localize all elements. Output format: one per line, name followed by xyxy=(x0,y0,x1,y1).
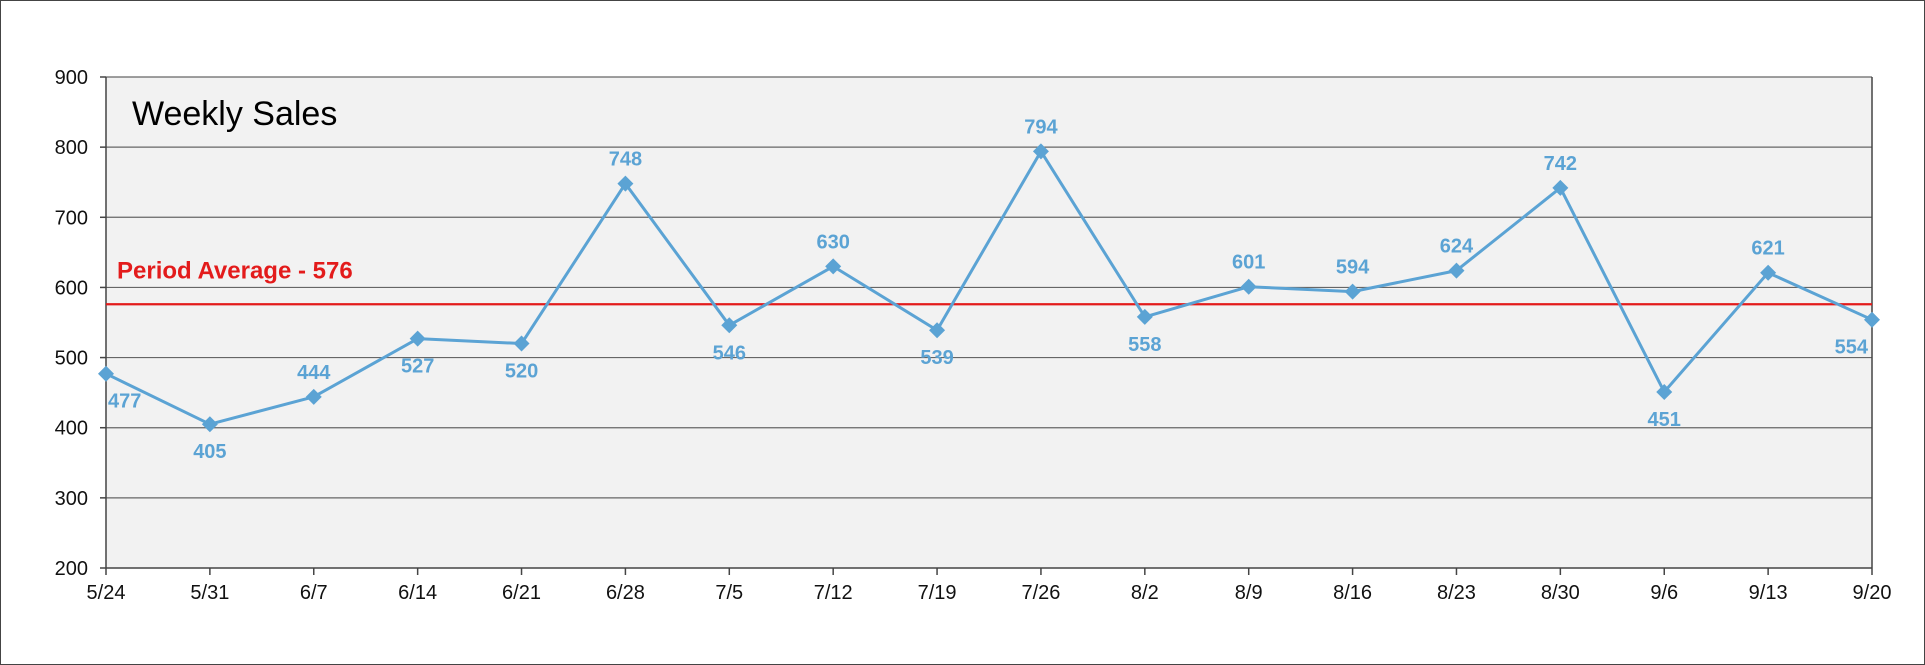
data-point-marker xyxy=(513,335,530,352)
data-label: 794 xyxy=(1024,116,1058,138)
data-point-marker xyxy=(1344,283,1361,300)
y-tick-label: 700 xyxy=(55,207,88,229)
data-label: 748 xyxy=(609,149,642,171)
data-label: 554 xyxy=(1835,337,1869,359)
data-point-marker xyxy=(1448,262,1465,279)
data-point-marker xyxy=(1864,311,1880,328)
data-labels: 477 405 444 527 520 748 546 630 539 794 558 601 594 6… xyxy=(108,116,1869,463)
y-axis-ticks: 200 300 400 500 600 700 800 900 xyxy=(55,67,106,580)
y-tick-label: 800 xyxy=(55,137,88,159)
x-tick-label: 8/30 xyxy=(1541,582,1580,604)
x-tick-label: 8/16 xyxy=(1333,582,1372,604)
x-tick-label: 8/9 xyxy=(1235,582,1263,604)
data-label: 477 xyxy=(108,391,141,413)
data-point-marker xyxy=(305,388,322,405)
data-point-marker xyxy=(929,322,946,339)
data-label: 539 xyxy=(920,347,953,369)
data-point-marker xyxy=(1760,264,1777,281)
x-tick-label: 6/21 xyxy=(502,582,541,604)
x-tick-label: 8/23 xyxy=(1437,582,1476,604)
data-point-marker xyxy=(98,365,114,382)
data-label: 546 xyxy=(713,342,746,364)
y-tick-label: 400 xyxy=(55,418,88,440)
y-tick-label: 600 xyxy=(55,277,88,299)
data-point-marker xyxy=(201,416,218,433)
gridlines xyxy=(106,76,1872,499)
period-average-label: Period Average - 576 xyxy=(117,257,353,284)
data-point-marker xyxy=(1032,143,1049,160)
data-point-marker xyxy=(1240,278,1257,295)
chart-title: Weekly Sales xyxy=(132,95,337,133)
data-label: 742 xyxy=(1544,153,1577,175)
x-tick-label: 6/14 xyxy=(398,582,437,604)
y-tick-label: 200 xyxy=(55,558,88,580)
x-tick-label: 6/28 xyxy=(606,582,645,604)
data-label: 451 xyxy=(1648,409,1681,431)
x-tick-label: 7/19 xyxy=(918,582,957,604)
data-point-marker xyxy=(1136,308,1153,325)
data-label: 444 xyxy=(297,362,331,384)
x-tick-label: 6/7 xyxy=(300,582,328,604)
data-label: 594 xyxy=(1336,257,1370,279)
data-point-marker xyxy=(409,330,426,347)
x-tick-label: 8/2 xyxy=(1131,582,1159,604)
y-tick-label: 500 xyxy=(55,348,88,370)
x-tick-label: 5/24 xyxy=(87,582,126,604)
data-label: 601 xyxy=(1232,252,1265,274)
data-label: 558 xyxy=(1128,334,1161,356)
plot-area xyxy=(106,77,1872,568)
y-tick-label: 900 xyxy=(55,67,88,89)
x-tick-label: 5/31 xyxy=(190,582,229,604)
y-tick-label: 300 xyxy=(55,488,88,510)
data-point-marker xyxy=(1552,179,1569,196)
x-tick-label: 7/5 xyxy=(715,582,743,604)
x-axis-ticks: 5/24 5/31 6/7 6/14 6/21 6/28 7/5 7/12 7/19 7/26 8/… xyxy=(87,568,1892,604)
x-tick-label: 9/13 xyxy=(1749,582,1788,604)
data-label: 527 xyxy=(401,356,434,378)
data-label: 621 xyxy=(1751,238,1784,260)
x-tick-label: 9/6 xyxy=(1650,582,1678,604)
data-label: 630 xyxy=(816,231,849,253)
data-point-marker xyxy=(617,175,634,192)
data-point-marker xyxy=(721,317,738,334)
data-label: 405 xyxy=(193,441,226,463)
data-label: 520 xyxy=(505,361,538,383)
x-tick-label: 9/20 xyxy=(1853,582,1892,604)
data-point-marker xyxy=(825,258,842,275)
x-tick-label: 7/12 xyxy=(814,582,853,604)
x-tick-label: 7/26 xyxy=(1021,582,1060,604)
series-line xyxy=(105,149,1873,426)
data-point-marker xyxy=(1656,383,1673,400)
series-markers xyxy=(98,143,1880,433)
data-label: 624 xyxy=(1440,236,1474,258)
